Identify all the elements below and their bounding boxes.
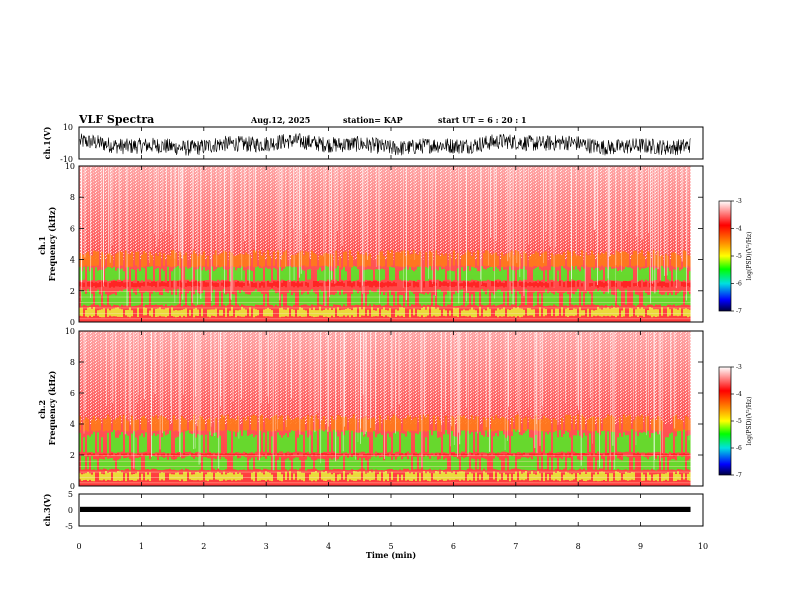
- time-tick-label: 8: [576, 542, 581, 551]
- ch1-colorbar-gradient: [718, 200, 732, 312]
- time-tick-label: 1: [139, 542, 144, 551]
- spectrogram-band-green: [79, 265, 703, 282]
- ch2-colorbar: -3 -4 -5 -6 -7 log(PSD)(V²/Hz): [718, 364, 753, 479]
- ch2-spectrogram-ylabel: ch.2 Frequency (kHz): [37, 370, 57, 445]
- ch2-colorbar-label: log(PSD)(V²/Hz): [746, 397, 753, 446]
- time-axis-ticks: 0 1 2 3 4 5 6 7 8 9 10: [76, 127, 708, 551]
- spectrogram-band-yellow: [79, 306, 703, 318]
- time-tick-label: 5: [388, 542, 393, 551]
- ch3-ytick-bottom: -5: [65, 522, 73, 531]
- freq-tick-label: 2: [70, 287, 75, 296]
- freq-tick-label: 4: [70, 256, 75, 265]
- spectrogram-empty-tail: [690, 166, 703, 322]
- ch1-spectrogram-image: [79, 166, 703, 322]
- ch1-colorbar: -3 -4 -5 -6 -7 log(PSD)(V²/Hz): [718, 198, 753, 315]
- ch2-spectrogram-image: [79, 331, 703, 486]
- ch1-ytick-top: 10: [63, 123, 73, 132]
- colorbar-tick-label: -6: [736, 445, 742, 452]
- date-label: Aug.12, 2025: [250, 115, 310, 125]
- freq-tick-label: 8: [70, 358, 75, 367]
- ch1-waveform-ylabel: ch.1(V): [42, 126, 52, 159]
- ch3-waveform-panel: 5 0 -5 ch.3(V): [42, 490, 704, 531]
- colorbar-tick-label: -3: [736, 198, 742, 205]
- ch2-spectrogram-panel: 0 2 4 6 8 10 ch.2 Frequency (kHz): [37, 327, 704, 491]
- freq-tick-label: 6: [70, 224, 75, 233]
- ch2-frequency-ticks: 0 2 4 6 8 10: [65, 327, 703, 491]
- spectrogram-band-red: [81, 453, 701, 457]
- spectrogram-band-orange: [79, 249, 703, 268]
- ch3-waveform-trace: [80, 506, 691, 512]
- spectrogram-band-red: [79, 280, 703, 288]
- time-tick-label: 0: [76, 542, 81, 551]
- ch3-waveform-ylabel: ch.3(V): [42, 493, 52, 526]
- ch3-ytick-mid: 0: [68, 506, 73, 515]
- ch1-ytick-bottom: -10: [60, 155, 73, 164]
- freq-tick-label: 8: [70, 193, 75, 202]
- time-tick-label: 7: [513, 542, 518, 551]
- time-tick-label: 4: [326, 542, 331, 551]
- ch2-colorbar-ticks: -3 -4 -5 -6 -7: [731, 364, 742, 479]
- ch1-waveform-line: [79, 133, 691, 156]
- ch1-frequency-ticks: 0 2 4 6 8 10: [65, 162, 703, 327]
- spectrogram-band-green: [81, 288, 701, 307]
- station-label: station= KAP: [343, 115, 403, 125]
- figure-title: VLF Spectra: [78, 113, 154, 126]
- ch1-ylabel-line1: ch.1: [37, 236, 47, 255]
- start-time-label: start UT = 6 : 20 : 1: [438, 115, 527, 125]
- colorbar-tick-label: -7: [736, 308, 742, 315]
- colorbar-tick-label: -5: [736, 253, 742, 260]
- ch1-ylabel-line2: Frequency (kHz): [47, 206, 57, 281]
- time-tick-label: 2: [201, 542, 206, 551]
- freq-tick-label: 0: [70, 318, 75, 327]
- colorbar-tick-label: -7: [736, 472, 742, 479]
- freq-tick-label: 6: [70, 389, 75, 398]
- ch1-colorbar-ticks: -3 -4 -5 -6 -7: [731, 198, 742, 315]
- spectrogram-band-green: [79, 429, 703, 454]
- time-tick-label: 3: [264, 542, 269, 551]
- spectrogram-band-orange: [79, 414, 703, 432]
- ch1-spectrogram-panel: 0 2 4 6 8 10 ch.1 Frequency (kHz): [37, 162, 704, 327]
- colorbar-tick-label: -4: [736, 391, 742, 398]
- ch3-ytick-top: 5: [68, 490, 73, 499]
- freq-tick-label: 10: [65, 327, 75, 336]
- spectrogram-band-yellow: [79, 471, 701, 482]
- time-tick-label: 10: [698, 542, 708, 551]
- time-tick-label: 9: [638, 542, 643, 551]
- colorbar-tick-label: -6: [736, 281, 742, 288]
- time-axis-label: Time (min): [366, 550, 416, 560]
- freq-tick-label: 0: [70, 482, 75, 491]
- ch1-waveform-trace: [79, 133, 691, 156]
- freq-tick-label: 2: [70, 451, 75, 460]
- ch3-waveform-band: [80, 506, 691, 512]
- freq-tick-label: 10: [65, 162, 75, 171]
- colorbar-tick-label: -4: [736, 226, 742, 233]
- ch1-spectrogram-ylabel: ch.1 Frequency (kHz): [37, 206, 57, 281]
- freq-tick-label: 4: [70, 420, 75, 429]
- time-tick-label: 6: [451, 542, 456, 551]
- ch2-colorbar-gradient: [718, 366, 732, 476]
- colorbar-tick-label: -5: [736, 418, 742, 425]
- spectrogram-empty-tail: [690, 331, 703, 486]
- ch2-ylabel-line2: Frequency (kHz): [47, 370, 57, 445]
- colorbar-tick-label: -3: [736, 364, 742, 371]
- spectrogram-speckle: [79, 331, 703, 424]
- ch1-colorbar-label: log(PSD)(V²/Hz): [746, 232, 753, 281]
- ch1-waveform-panel: 10 -10 ch.1(V): [42, 123, 704, 164]
- ch2-ylabel-line1: ch.2: [37, 400, 47, 419]
